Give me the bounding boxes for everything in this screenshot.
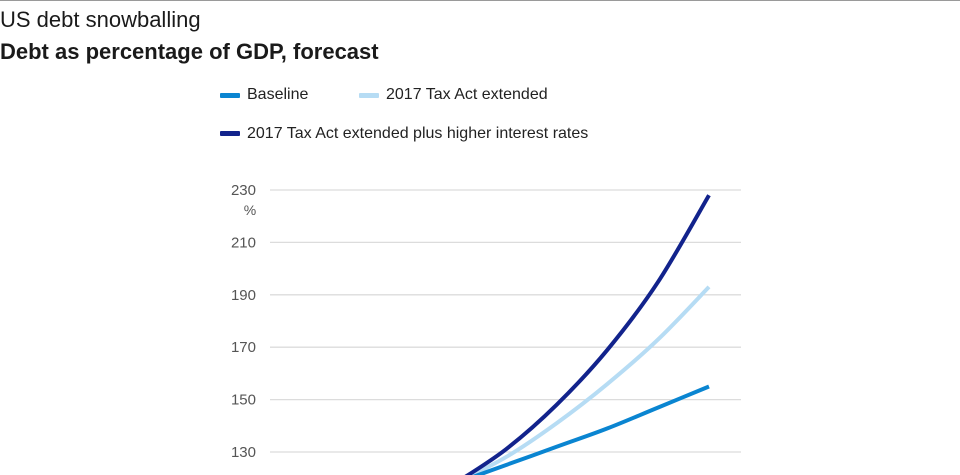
y-axis-unit-label: % xyxy=(244,202,256,218)
gridlines xyxy=(270,189,741,453)
y-tick-label-130: 130 xyxy=(231,444,256,461)
legend-swatch-baseline xyxy=(220,93,240,98)
series-line-tax-act-higher-rates xyxy=(464,194,711,475)
y-tick-label-150: 150 xyxy=(231,392,256,409)
legend-label-baseline: Baseline xyxy=(247,86,309,103)
series-line-tax-act-extended xyxy=(467,285,711,475)
chart-subtitle: Debt as percentage of GDP, forecast xyxy=(0,39,379,64)
y-tick-label-210: 210 xyxy=(231,234,256,251)
legend-swatch-tax-act-extended xyxy=(359,93,379,98)
series-lines xyxy=(464,194,711,475)
legend-label-tax-act-extended: 2017 Tax Act extended xyxy=(386,86,548,103)
top-rule xyxy=(0,0,960,1)
legend-swatch-tax-act-higher-rates xyxy=(220,131,240,136)
y-tick-label-230: 230 xyxy=(231,182,256,199)
y-tick-label-190: 190 xyxy=(231,287,256,304)
legend-label-tax-act-higher-rates: 2017 Tax Act extended plus higher intere… xyxy=(247,125,589,142)
y-tick-label-170: 170 xyxy=(231,339,256,356)
y-axis-ticks: 130 150 170 190 210 230 xyxy=(231,182,256,461)
chart-title: US debt snowballing xyxy=(0,7,201,32)
series-line-baseline xyxy=(472,384,710,475)
